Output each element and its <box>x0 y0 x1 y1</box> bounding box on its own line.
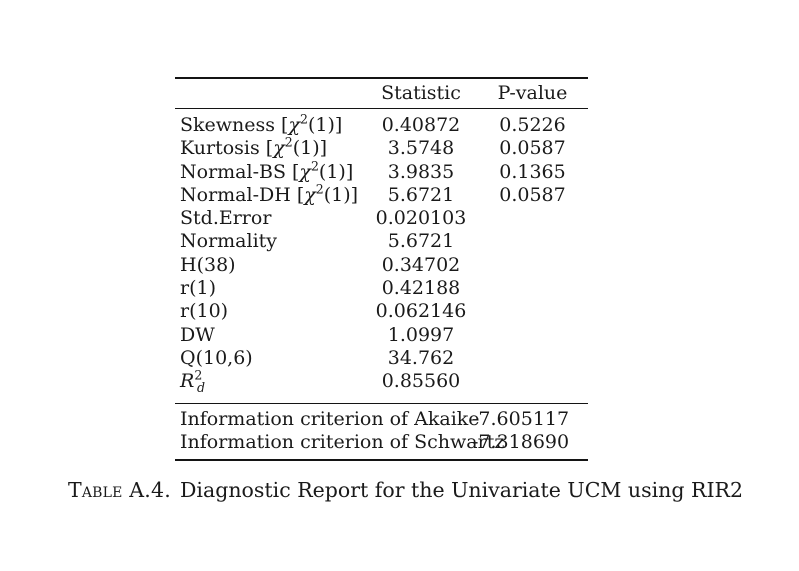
row-statistic: 5.6721 <box>387 183 455 206</box>
table-row: r(1) 0.42188 <box>175 277 588 300</box>
footer-row-label: Information criterion of Schwartz <box>180 430 505 453</box>
row-label: H(38) <box>180 253 236 276</box>
table-row: Kurtosis [χ2(1)] 3.5748 0.0587 <box>175 134 588 160</box>
caption-text: Diagnostic Report for the Univariate UCM… <box>180 478 744 502</box>
row-label: Skewness [χ2(1)] <box>180 111 343 136</box>
footer-row-label: Information criterion of Akaike <box>180 407 480 430</box>
row-p-value: 0.0587 <box>499 137 566 160</box>
header-blank-cell <box>175 82 365 104</box>
table-bottom-rule <box>175 459 588 462</box>
row-label: Kurtosis [χ2(1)] <box>180 134 328 160</box>
row-p-value: 0.0587 <box>499 183 566 206</box>
caption-table-number: Table A.4. <box>68 478 171 502</box>
row-label: R2d <box>180 367 206 396</box>
row-statistic: 5.6721 <box>387 230 455 253</box>
row-p-value <box>477 370 588 393</box>
row-statistic: 0.062146 <box>375 300 467 323</box>
row-p-value <box>477 324 588 347</box>
row-statistic: 34.762 <box>387 346 455 369</box>
header-p-value: P-value <box>497 82 568 104</box>
row-statistic: 0.85560 <box>381 370 461 393</box>
row-label: Q(10,6) <box>180 346 253 369</box>
row-label: r(1) <box>180 277 216 300</box>
table-row: R2d 0.85560 <box>175 367 588 396</box>
table-caption: Table A.4. Diagnostic Report for the Univ… <box>68 477 788 503</box>
row-statistic: 3.5748 <box>387 137 455 160</box>
table-top-rule <box>175 77 588 79</box>
table-mid-rule <box>175 402 588 404</box>
footer-row-value: -7.318690 <box>472 430 570 453</box>
table-row: r(10) 0.062146 <box>175 300 588 323</box>
table-header-rule <box>175 108 588 109</box>
row-p-value <box>477 254 588 277</box>
row-label: Normal-DH [χ2(1)] <box>180 181 359 206</box>
table-row: Normality 5.6721 <box>175 230 588 253</box>
table-row: Information criterion of Schwartz -7.318… <box>175 431 588 454</box>
row-p-value <box>477 277 588 300</box>
table-row: Information criterion of Akaike -7.60511… <box>175 408 588 431</box>
header-statistic: Statistic <box>381 82 461 104</box>
row-statistic: 0.34702 <box>381 253 461 276</box>
row-p-value: 0.5226 <box>499 114 566 136</box>
table-body: Skewness [χ2(1)] 0.40872 0.5226 Kurtosis [χ… <box>175 109 588 403</box>
table-footer: Information criterion of Akaike -7.60511… <box>175 404 588 460</box>
table-row: Q(10,6) 34.762 <box>175 347 588 370</box>
diagnostic-table: Statistic P-value Skewness [χ2(1)] 0.4087… <box>175 77 588 462</box>
table-row: H(38) 0.34702 <box>175 254 588 277</box>
table-row: Skewness [χ2(1)] 0.40872 0.5226 <box>175 111 588 137</box>
row-p-value <box>477 207 588 230</box>
row-statistic: 0.020103 <box>375 207 467 230</box>
row-label: Std.Error <box>180 207 272 230</box>
row-label: Normality <box>180 230 278 253</box>
row-label: Normal-BS [χ2(1)] <box>180 158 354 183</box>
row-statistic: 0.42188 <box>381 277 461 300</box>
row-statistic: 3.9835 <box>387 160 455 183</box>
row-statistic: 1.0997 <box>387 323 455 346</box>
row-p-value <box>477 347 588 370</box>
row-p-value <box>477 230 588 253</box>
table-row: Normal-BS [χ2(1)] 3.9835 0.1365 <box>175 158 588 184</box>
row-label: DW <box>180 323 215 346</box>
table-row: DW 1.0997 <box>175 324 588 347</box>
row-label: r(10) <box>180 300 229 323</box>
row-statistic: 0.40872 <box>381 114 461 136</box>
table-row: Std.Error 0.020103 <box>175 207 588 230</box>
table-row: Normal-DH [χ2(1)] 5.6721 0.0587 <box>175 181 588 207</box>
row-p-value: 0.1365 <box>499 160 566 183</box>
table-header-row: Statistic P-value <box>175 79 588 108</box>
row-p-value <box>477 300 588 323</box>
footer-row-value: -7.605117 <box>472 407 570 430</box>
